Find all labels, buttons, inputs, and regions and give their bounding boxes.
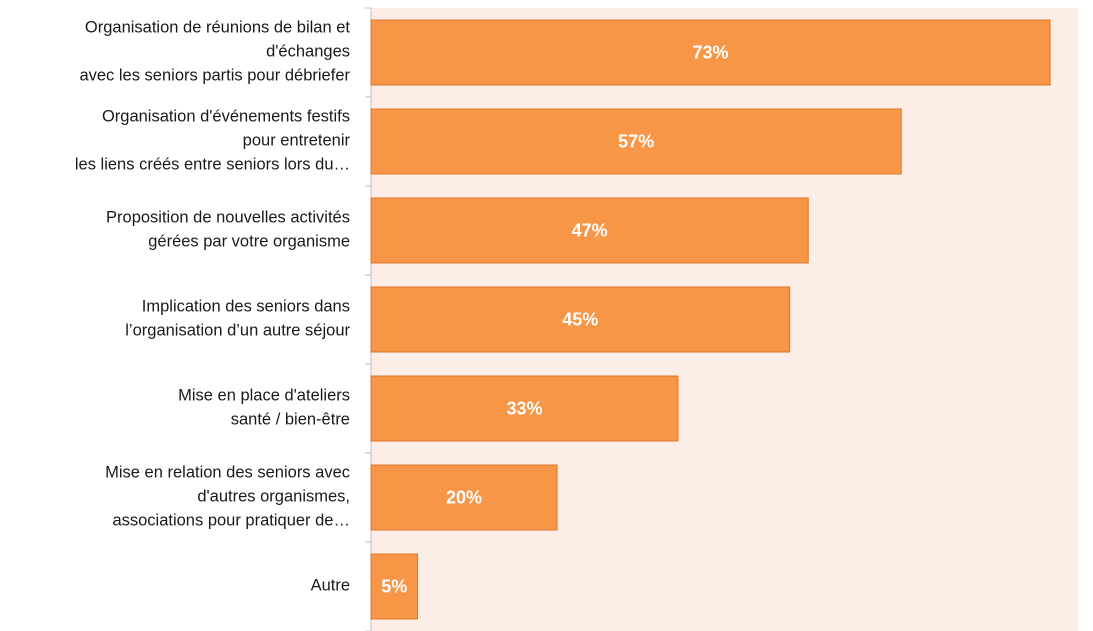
bar <box>370 197 809 264</box>
bar <box>370 464 558 531</box>
bar <box>370 108 902 175</box>
data-label: 33% <box>506 398 542 418</box>
data-label: 73% <box>693 42 729 62</box>
category-label: Proposition de nouvelles activités gérées… <box>106 209 350 251</box>
category-label: Organisation d'événements festifs pour en… <box>75 108 351 174</box>
bar <box>370 19 1051 86</box>
category-label: Mise en relation des seniors avec d'autre… <box>105 464 350 530</box>
category-label: Mise en place d'ateliers santé / bien-êtr… <box>178 387 350 429</box>
data-label: 47% <box>572 220 608 240</box>
category-label: Autre <box>311 577 350 595</box>
data-label: 5% <box>381 576 407 596</box>
bar <box>370 286 791 353</box>
data-label: 45% <box>562 309 598 329</box>
category-label: Implication des seniors dans l’organisati… <box>125 298 350 340</box>
bar <box>370 375 679 442</box>
data-label: 20% <box>446 487 482 507</box>
category-label: Organisation de réunions de bilan et d'éc… <box>79 19 350 85</box>
data-label: 57% <box>618 131 654 151</box>
bar <box>370 553 419 620</box>
